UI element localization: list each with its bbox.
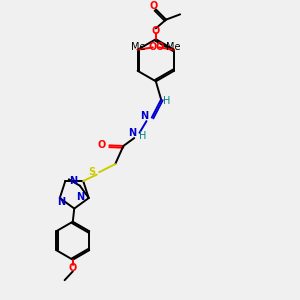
Text: O: O: [155, 42, 164, 52]
Text: H: H: [163, 96, 170, 106]
Text: N: N: [58, 197, 66, 207]
Text: N: N: [69, 176, 77, 186]
Text: O: O: [150, 2, 158, 11]
Text: O: O: [148, 42, 157, 52]
Text: N: N: [76, 192, 85, 202]
Text: O: O: [152, 26, 160, 36]
Text: N: N: [128, 128, 136, 138]
Text: O: O: [98, 140, 106, 150]
Text: Me: Me: [131, 42, 146, 52]
Text: O: O: [69, 263, 77, 273]
Text: S: S: [88, 167, 95, 177]
Text: Me: Me: [166, 42, 181, 52]
Text: N: N: [140, 111, 148, 122]
Text: H: H: [139, 131, 146, 141]
